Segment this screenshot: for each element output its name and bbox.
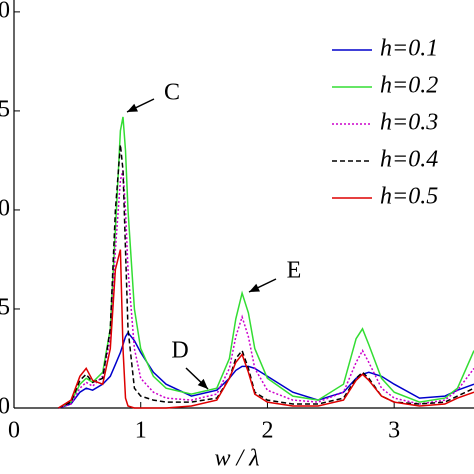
arrow-head: [127, 103, 138, 112]
annotation: D: [171, 338, 188, 364]
y-tick-label: 20: [0, 0, 10, 23]
x-tick-label: 2: [261, 418, 273, 444]
annotation: E: [287, 258, 302, 284]
arrow-head: [249, 283, 260, 292]
x-tick-label: 0: [8, 418, 20, 444]
line-series: [58, 144, 474, 409]
legend-label: h=0.3: [380, 110, 438, 136]
legend-label: h=0.2: [380, 73, 438, 99]
legend-label: h=0.5: [380, 184, 438, 210]
x-tick-label: 3: [388, 418, 400, 444]
line-series: [58, 170, 474, 409]
line-series: [58, 331, 474, 409]
arrow-head: [197, 378, 208, 389]
line-series: [58, 116, 474, 409]
y-tick-label: 0: [0, 394, 10, 420]
annotation: C: [164, 80, 180, 106]
legend-label: h=0.4: [380, 147, 438, 173]
x-axis-label: w / λ: [214, 446, 259, 472]
y-tick-label: 5: [0, 294, 10, 320]
y-tick-label: 15: [0, 96, 10, 122]
x-tick-label: 1: [135, 418, 147, 444]
line-series: [58, 249, 474, 409]
y-tick-label: 10: [0, 195, 10, 221]
legend-label: h=0.1: [380, 36, 438, 62]
